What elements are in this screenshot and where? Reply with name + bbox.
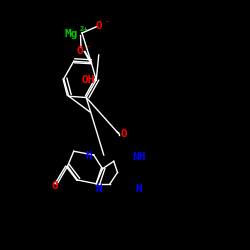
Text: Mg: Mg xyxy=(64,29,78,39)
Text: O: O xyxy=(120,129,127,139)
Text: O: O xyxy=(52,181,59,191)
Text: N: N xyxy=(136,184,142,194)
Text: OH: OH xyxy=(82,75,96,85)
Text: 2+: 2+ xyxy=(80,26,88,32)
Text: ⁻: ⁻ xyxy=(104,18,110,27)
Text: N: N xyxy=(86,151,92,161)
Text: O: O xyxy=(96,21,102,31)
Text: N: N xyxy=(96,184,102,194)
Text: NH: NH xyxy=(132,152,145,162)
Text: ⁻: ⁻ xyxy=(86,43,91,52)
Text: O: O xyxy=(76,46,84,56)
